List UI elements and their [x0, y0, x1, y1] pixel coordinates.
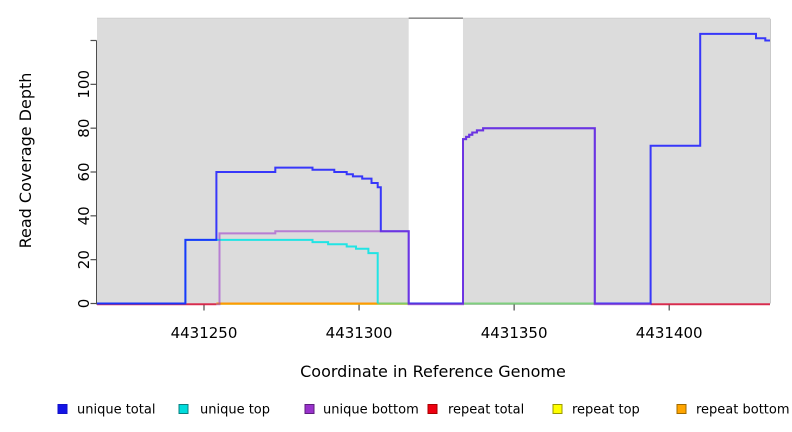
y-tick-label: 60	[75, 162, 93, 181]
x-tick-label: 4431300	[326, 324, 393, 342]
legend-swatch	[552, 404, 563, 414]
y-tick-label: 40	[75, 206, 93, 225]
x-tick-label: 4431350	[481, 324, 548, 342]
legend-item-repeat-total: repeat total	[427, 403, 524, 418]
legend-swatch	[178, 404, 189, 414]
series-lines	[97, 32, 770, 306]
legend-swatch	[304, 404, 315, 414]
legend-label: unique top	[200, 403, 270, 418]
y-tick-label: 80	[75, 119, 93, 138]
series-unique-bottom	[216, 127, 651, 306]
legend-label: unique total	[77, 403, 155, 418]
y-tick-label: 20	[75, 250, 93, 269]
legend: unique total unique top unique bottom repea…	[57, 403, 790, 418]
legend-item-repeat-bottom: repeat bottom	[676, 403, 790, 418]
y-tick-label: 100	[75, 70, 93, 99]
x-axis-title: Coordinate in Reference Genome	[300, 362, 566, 381]
x-tick-label: 4431250	[171, 324, 238, 342]
legend-item-unique-total: unique total	[57, 403, 155, 418]
series-unique-top	[97, 238, 379, 305]
uncovered-region-band	[408, 18, 463, 304]
legend-item-repeat-top: repeat top	[552, 403, 640, 418]
legend-label: repeat bottom	[696, 403, 790, 418]
y-tick-label: 0	[75, 299, 93, 309]
x-tick-label: 4431400	[636, 324, 703, 342]
legend-label: repeat top	[572, 403, 640, 418]
plot-panel	[97, 17, 771, 304]
axes: 4431250 4431300 4431350 4431400 0 20 40 60 80 100	[75, 39, 770, 342]
legend-label: repeat total	[448, 403, 524, 418]
legend-swatch	[57, 404, 68, 414]
legend-item-unique-top: unique top	[178, 403, 270, 418]
legend-swatch	[676, 404, 687, 414]
legend-item-unique-bottom: unique bottom	[304, 403, 419, 418]
legend-swatch	[427, 404, 438, 414]
legend-label: unique bottom	[323, 403, 419, 418]
y-axis-title: Read Coverage Depth	[16, 73, 35, 249]
